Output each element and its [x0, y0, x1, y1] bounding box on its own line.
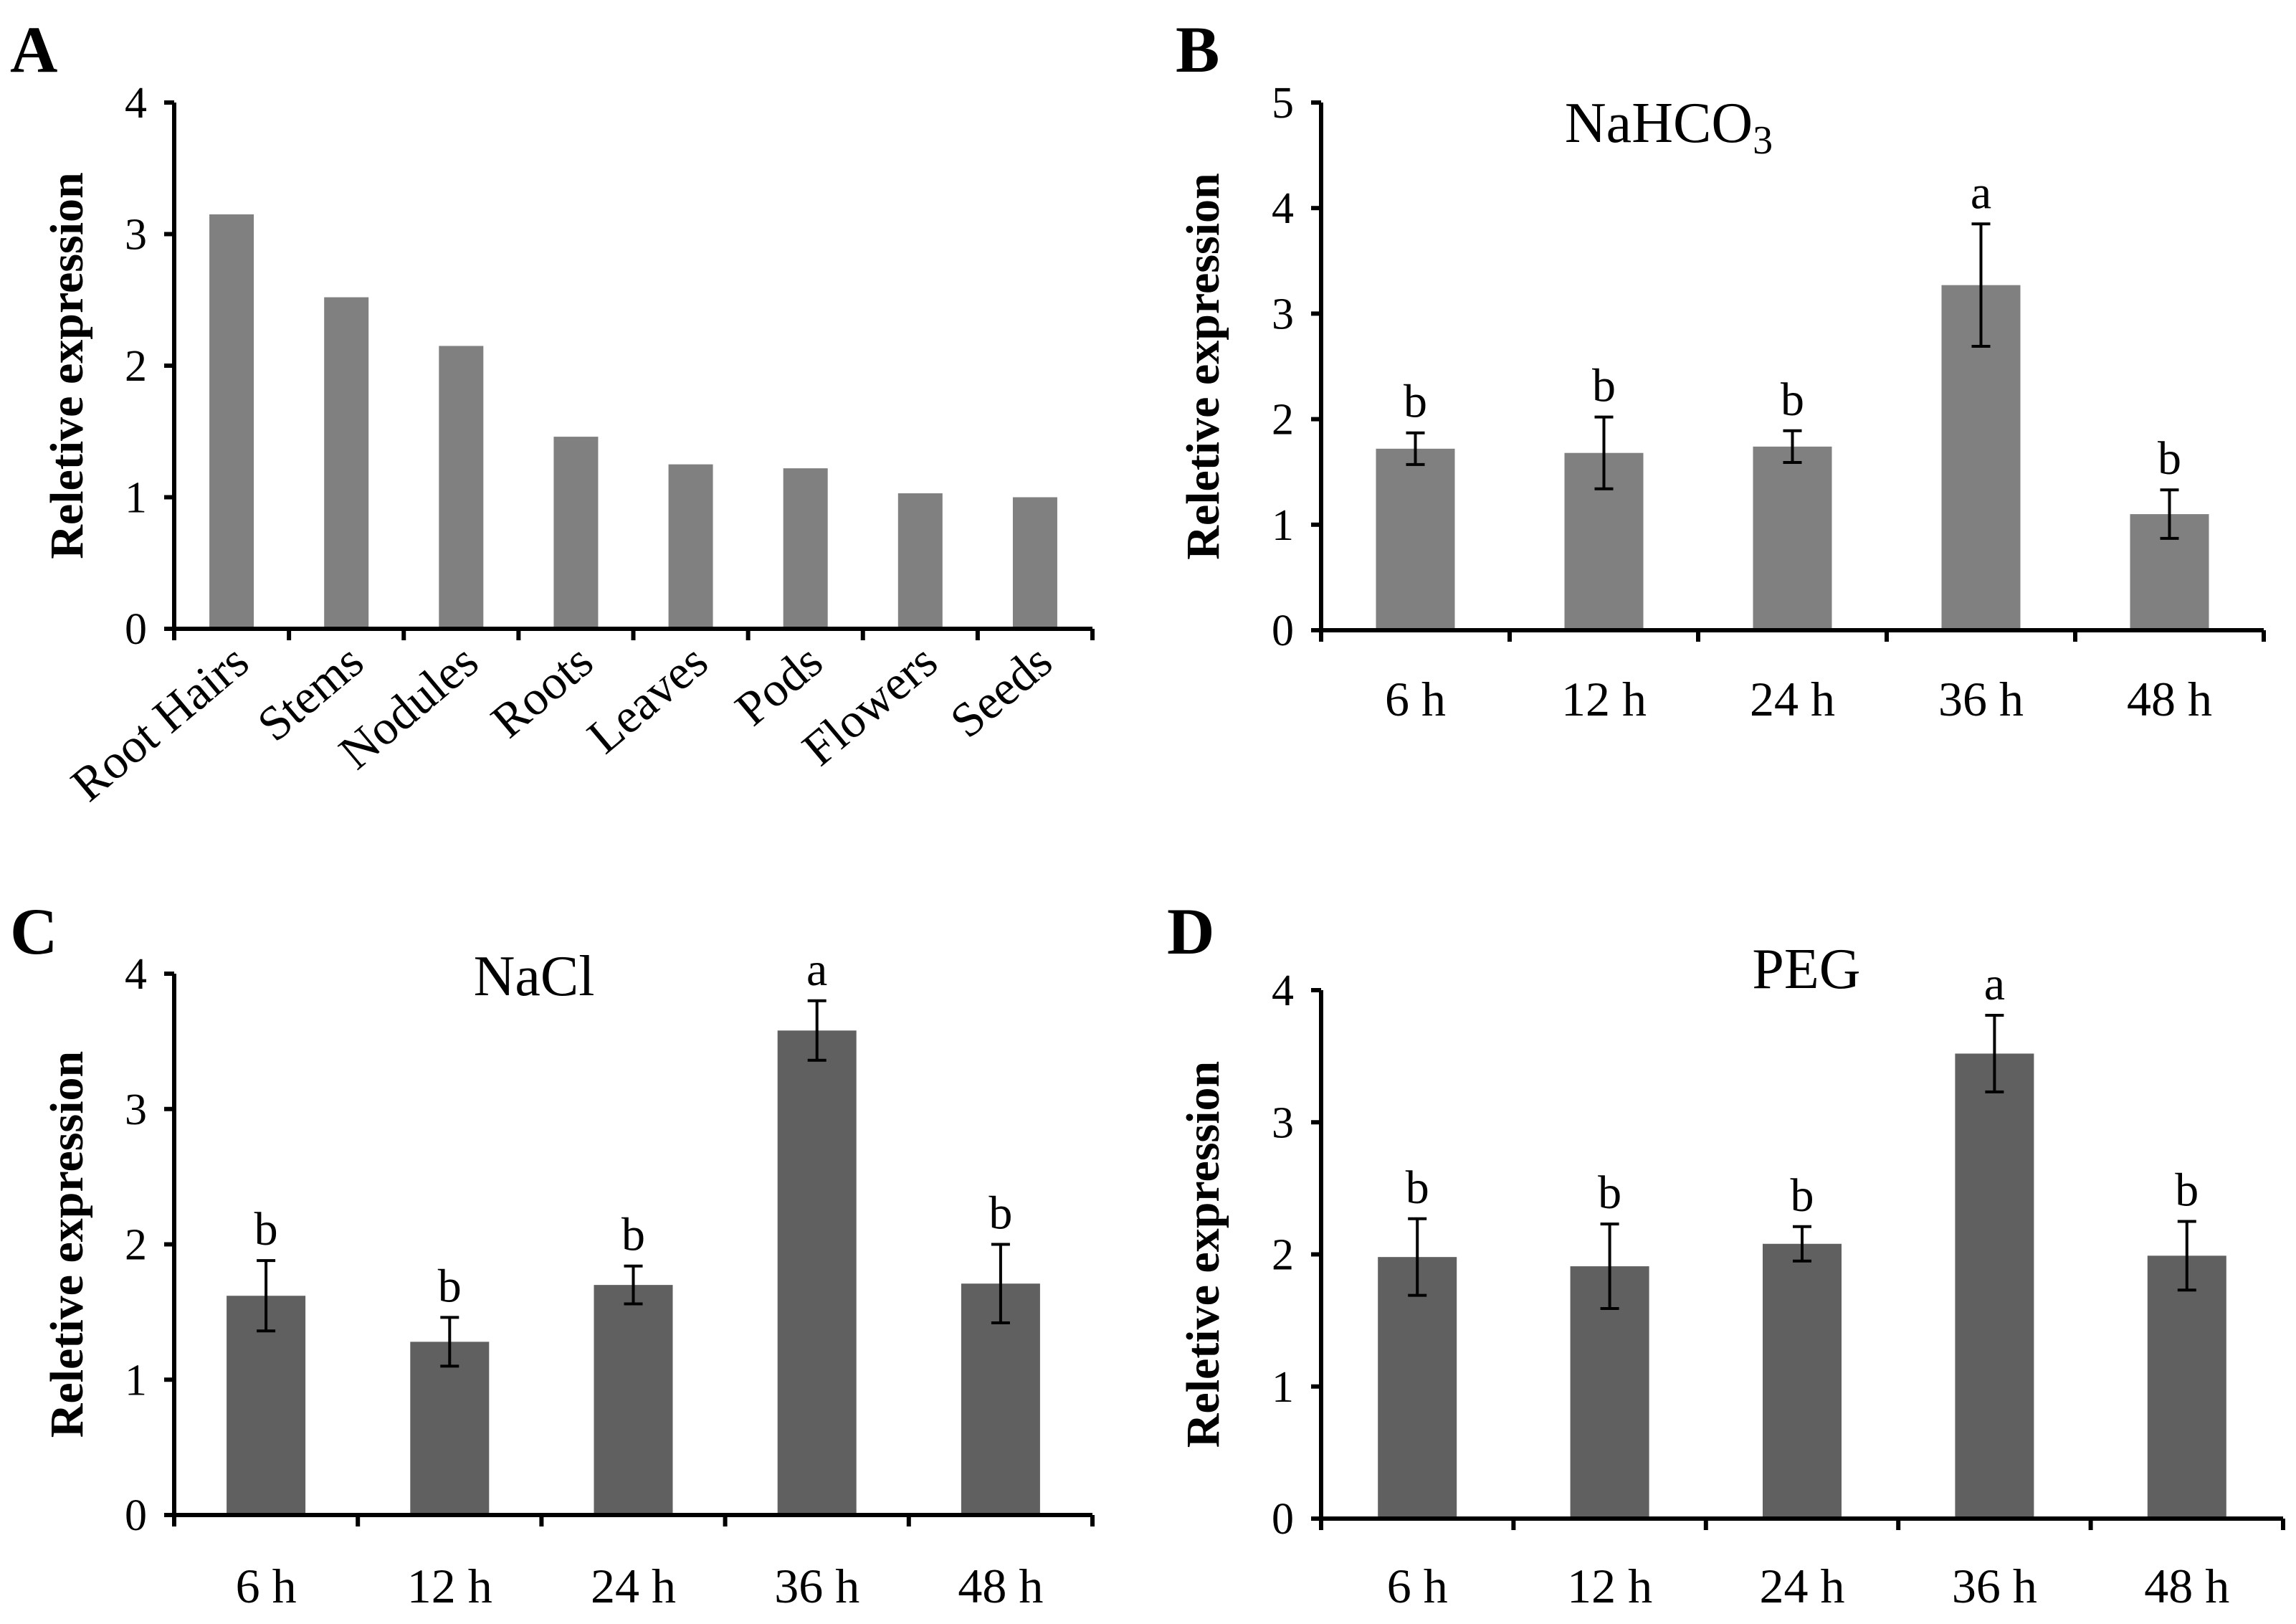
y-tick-label-0: 0 [125, 1491, 147, 1540]
significance-label-5: b [2175, 1164, 2199, 1216]
panel-title-subscript: 3 [1753, 118, 1773, 163]
y-tick-label-3: 3 [1272, 290, 1294, 338]
x-tick-label-3: 24 h [1760, 1559, 1845, 1613]
bar-3 [439, 346, 484, 629]
x-tick-label-2: 12 h [1567, 1559, 1652, 1613]
y-tick-label-0: 0 [125, 605, 147, 654]
x-tick-label-2: 12 h [407, 1559, 492, 1613]
y-tick-label-1: 1 [1272, 1363, 1294, 1412]
x-tick-label-4: 36 h [774, 1559, 859, 1613]
panel-letter: B [1176, 13, 1219, 86]
bar-2 [410, 1342, 490, 1515]
panel-title-main: PEG [1752, 938, 1860, 1001]
bar-1 [209, 214, 254, 630]
x-tick-label-5: 48 h [958, 1559, 1043, 1613]
significance-label-2: b [438, 1260, 462, 1312]
bar-6 [783, 468, 828, 629]
bar-5 [2147, 1255, 2226, 1519]
y-axis-title: Reletive expression [1177, 173, 1229, 560]
x-tick-label-1: 6 h [1387, 1559, 1448, 1613]
x-tick-label-3: 24 h [591, 1559, 676, 1613]
bar-3 [1763, 1243, 1842, 1519]
significance-label-2: b [1592, 360, 1616, 412]
y-axis-title: Reletive expression [1177, 1061, 1229, 1448]
panel-letter: A [10, 13, 57, 86]
significance-label-1: b [1404, 376, 1427, 428]
x-tick-label-1: 6 h [1385, 672, 1446, 726]
y-tick-label-1: 1 [125, 1356, 147, 1405]
bar-3 [594, 1285, 673, 1515]
y-tick-label-2: 2 [1272, 1231, 1294, 1280]
y-tick-label-2: 2 [1272, 396, 1294, 445]
y-tick-label-1: 1 [125, 474, 147, 523]
y-tick-label-2: 2 [125, 1221, 147, 1270]
panel-letter: D [1167, 895, 1214, 968]
x-tick-label-5: 48 h [2127, 672, 2212, 726]
bar-2 [324, 297, 369, 629]
panel-title-main: NaHCO [1565, 92, 1753, 155]
significance-label-4: a [1971, 166, 1991, 219]
y-tick-label-0: 0 [1272, 1495, 1294, 1544]
significance-label-2: b [1598, 1167, 1621, 1219]
x-tick-label-4: 36 h [1952, 1559, 2037, 1613]
panel-title-main: NaCl [474, 945, 595, 1008]
x-tick-label-1: Root Hairs [61, 633, 259, 812]
x-tick-label-8: Seeds [940, 633, 1062, 748]
panel-title: NaHCO3 [1565, 92, 1773, 163]
significance-label-3: b [621, 1209, 645, 1261]
y-tick-label-3: 3 [125, 211, 147, 260]
bar-1 [1376, 448, 1455, 630]
significance-label-5: b [2158, 432, 2181, 485]
x-tick-label-2: 12 h [1561, 672, 1647, 726]
y-tick-label-4: 4 [1272, 184, 1294, 233]
bar-4 [1955, 1053, 2034, 1519]
y-tick-label-4: 4 [1272, 967, 1294, 1015]
bar-3 [1753, 446, 1832, 630]
chart-panel-c: C Reletive expression NaCl b b b a b 0 1 2 3 4 6 h 12 … [10, 895, 1095, 1613]
bar-4 [553, 437, 599, 629]
significance-label-5: b [989, 1187, 1012, 1240]
significance-label-3: b [1781, 374, 1804, 426]
bar-8 [1012, 497, 1057, 629]
significance-label-1: b [254, 1203, 278, 1255]
chart-panel-d: D Reletive expression PEG b b b a b 0 1 2 3 4 6 h 12 h… [1167, 895, 2285, 1613]
y-axis-title: Reletive expression [41, 172, 93, 559]
y-tick-label-4: 4 [125, 950, 147, 999]
x-tick-label-1: 6 h [236, 1559, 297, 1613]
x-tick-label-4: 36 h [1938, 672, 2024, 726]
bar-1 [1378, 1257, 1457, 1519]
bar-7 [897, 493, 943, 629]
y-tick-label-3: 3 [125, 1086, 147, 1134]
y-tick-label-4: 4 [125, 79, 147, 128]
significance-label-1: b [1406, 1162, 1429, 1214]
x-tick-label-5: 48 h [2144, 1559, 2229, 1613]
panel-letter: C [10, 895, 57, 968]
y-tick-label-0: 0 [1272, 607, 1294, 655]
x-tick-label-3: 24 h [1750, 672, 1835, 726]
significance-label-3: b [1791, 1169, 1814, 1222]
y-axis-title: Reletive expression [41, 1051, 93, 1438]
panel-title: PEG [1752, 938, 1860, 1001]
y-tick-label-1: 1 [1272, 501, 1294, 550]
panel-title: NaCl [474, 945, 595, 1008]
bar-5 [668, 464, 713, 629]
y-tick-label-3: 3 [1272, 1098, 1294, 1147]
x-tick-label-5: Leaves [577, 633, 718, 764]
y-tick-label-5: 5 [1272, 79, 1294, 128]
significance-label-4: a [1984, 958, 2005, 1010]
bar-4 [777, 1030, 857, 1515]
significance-label-4: a [806, 944, 827, 996]
y-tick-label-2: 2 [125, 342, 147, 391]
